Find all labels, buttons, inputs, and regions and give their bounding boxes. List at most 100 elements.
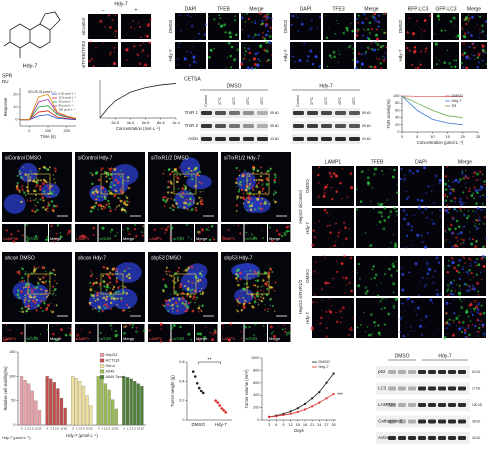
speckle xyxy=(376,43,380,47)
speckle xyxy=(21,276,24,280)
speckle xyxy=(93,297,95,300)
speckle xyxy=(198,196,201,199)
band xyxy=(408,436,416,440)
speckle xyxy=(241,294,243,296)
speckle xyxy=(415,20,418,23)
speckle xyxy=(17,183,19,185)
speckle xyxy=(53,270,55,272)
legend-swatch xyxy=(99,369,105,374)
label: 100 kD xyxy=(472,403,483,407)
speckle xyxy=(235,273,238,276)
speckle xyxy=(396,269,399,273)
speckle xyxy=(385,52,387,55)
speckle xyxy=(484,183,486,186)
speckle xyxy=(471,243,473,245)
speckle xyxy=(460,210,463,213)
speckle xyxy=(465,177,468,179)
x-tick-label: 9 xyxy=(282,423,284,427)
speckle xyxy=(182,297,185,301)
speckle xyxy=(94,307,97,310)
speckle xyxy=(465,289,469,293)
speckle xyxy=(195,209,198,212)
label: Control xyxy=(204,95,208,107)
micrograph xyxy=(148,224,171,242)
speckle xyxy=(105,295,109,298)
speckle xyxy=(24,173,27,176)
speckle xyxy=(113,47,116,49)
x-tick-label: DMSO xyxy=(192,422,206,427)
speckle xyxy=(377,324,380,327)
speckle xyxy=(268,40,272,44)
speckle xyxy=(484,187,487,190)
label: mTOR xyxy=(100,336,112,341)
speckle xyxy=(344,292,346,294)
legend-label: Hdy-7 xyxy=(452,99,462,103)
speckle xyxy=(88,301,92,305)
speckle xyxy=(434,202,436,204)
speckle xyxy=(475,171,477,173)
label: Merge xyxy=(50,236,62,241)
speckle xyxy=(183,285,186,288)
speckle xyxy=(235,276,238,280)
speckle xyxy=(479,15,482,18)
label: KD=25.33 μmol·L⁻¹ xyxy=(28,90,56,94)
speckle xyxy=(474,245,478,249)
micrograph xyxy=(175,13,206,40)
speckle xyxy=(261,229,263,231)
x-tick-label: 8e-5 xyxy=(157,121,165,125)
speckle xyxy=(186,208,188,210)
speckle xyxy=(109,53,112,56)
speckle xyxy=(470,309,472,311)
speckle xyxy=(188,268,190,270)
speckle xyxy=(44,292,47,295)
point xyxy=(275,415,278,418)
roi-box xyxy=(100,173,124,195)
micrograph xyxy=(121,14,151,39)
speckle xyxy=(252,57,256,61)
speckle xyxy=(39,306,42,309)
speckle xyxy=(67,327,69,329)
speckle xyxy=(167,309,170,312)
speckle xyxy=(50,310,52,312)
speckle xyxy=(376,224,378,226)
speckle xyxy=(373,65,377,69)
speckle xyxy=(238,183,241,186)
speckle xyxy=(125,195,127,198)
label: shp53 DMSO xyxy=(151,255,181,261)
speckle xyxy=(179,236,181,238)
speckle xyxy=(377,210,381,214)
speckle xyxy=(179,325,182,328)
speckle xyxy=(138,62,142,66)
speckle xyxy=(20,186,23,189)
bar xyxy=(59,398,64,426)
x-tick-label: 0 xyxy=(401,135,403,139)
speckle xyxy=(140,52,142,54)
speckle xyxy=(364,52,367,56)
x-tick-label: 0 xyxy=(98,427,100,431)
speckle xyxy=(482,245,485,249)
speckle xyxy=(75,338,78,341)
speckle xyxy=(94,299,97,302)
speckle xyxy=(88,59,91,63)
speckle xyxy=(356,28,360,31)
speckle xyxy=(362,34,365,37)
speckle xyxy=(446,283,450,287)
speckle xyxy=(36,174,38,176)
speckle xyxy=(446,271,449,274)
speckle xyxy=(169,305,172,307)
speckle xyxy=(466,196,468,198)
speckle xyxy=(319,255,321,257)
speckle xyxy=(95,188,98,191)
micrograph xyxy=(323,13,354,40)
speckle xyxy=(477,326,481,330)
speckle xyxy=(127,180,129,182)
y-tick-label: 80 xyxy=(395,101,399,105)
speckle xyxy=(370,48,374,51)
bar xyxy=(30,390,34,426)
speckle xyxy=(220,24,224,28)
speckle xyxy=(466,30,468,32)
speckle xyxy=(247,187,251,190)
speckle xyxy=(254,323,257,326)
speckle xyxy=(481,204,485,207)
speckle xyxy=(314,236,317,239)
